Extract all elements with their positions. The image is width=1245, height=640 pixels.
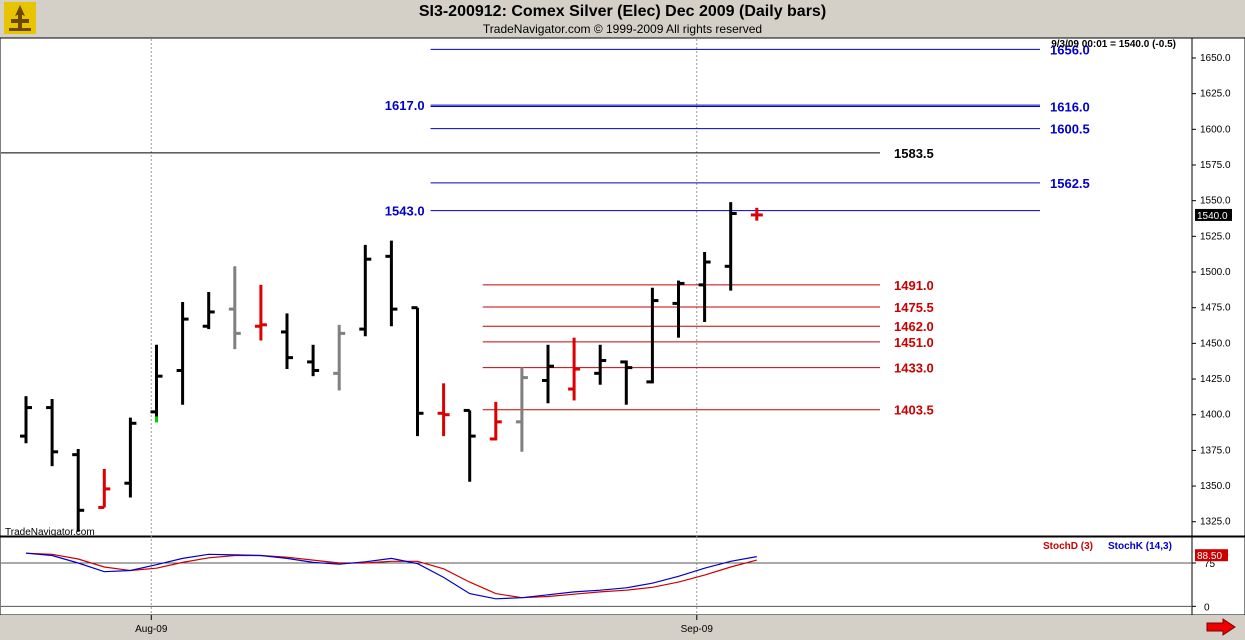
ohlc-bar [20, 396, 32, 444]
info-readout: 9/3/09 00:01 = 1540.0 (-0.5) [1051, 39, 1176, 50]
price-tick-label: 1400.0 [1200, 410, 1231, 421]
grid-layer [150, 39, 698, 615]
ohlc-bar [568, 337, 581, 401]
ohlc-bar [437, 383, 450, 437]
level-label: 1475.5 [894, 300, 934, 315]
ohlc-bar [254, 284, 267, 341]
ohlc-bar [411, 306, 424, 437]
chart-subtitle: TradeNavigator.com © 1999-2009 All right… [482, 22, 763, 36]
price-tick-label: 1500.0 [1200, 267, 1231, 278]
price-tick-label: 1625.0 [1200, 89, 1231, 100]
stoch-current-label: 88.50 [1197, 551, 1222, 562]
stochastic-axis-panel [1191, 536, 1245, 616]
ohlc-bar [489, 401, 502, 441]
stoch-d-legend: StochD (3) [1043, 541, 1093, 552]
ohlc-bar [620, 360, 633, 405]
price-tick-label: 1550.0 [1200, 196, 1231, 207]
level-label-left: 1617.0 [385, 98, 425, 113]
price-tick-label: 1325.0 [1200, 517, 1231, 528]
price-tick-label: 1525.0 [1200, 231, 1231, 242]
price-tick-label: 1575.0 [1200, 160, 1231, 171]
stoch-k-line [25, 552, 757, 600]
chart-header: SI3-200912: Comex Silver (Elec) Dec 2009… [0, 0, 1245, 38]
price-axis-panel [1191, 37, 1245, 537]
stoch-tick-label: 75 [1204, 559, 1216, 570]
stoch-current-box [1195, 549, 1228, 562]
level-label: 1433.0 [894, 361, 934, 376]
ohlc-bar [176, 301, 189, 405]
chart-title: SI3-200912: Comex Silver (Elec) Dec 2009… [418, 3, 827, 20]
ohlc-bar [515, 367, 528, 452]
price-tick-label: 1600.0 [1200, 124, 1231, 135]
ohlc-bar [698, 252, 711, 322]
tradenavigator-logo-icon [4, 2, 36, 34]
price-tick-label: 1375.0 [1200, 445, 1231, 456]
ohlc-bar [281, 313, 293, 370]
ohlc-bar [594, 344, 607, 385]
ohlc-bar [202, 291, 215, 330]
date-tick-label: Aug-09 [135, 624, 168, 635]
ohlc-bar [750, 207, 763, 221]
level-label: 1462.0 [894, 319, 934, 334]
level-label: 1491.0 [894, 278, 934, 293]
scroll-right-arrow-icon[interactable] [1205, 618, 1237, 636]
stochastic-panel [0, 536, 1193, 616]
ohlc-bar [646, 287, 659, 384]
stoch-d-line [25, 552, 757, 599]
date-tick-label: Sep-09 [681, 624, 714, 635]
level-label: 1403.5 [894, 403, 934, 418]
bars-layer [20, 202, 763, 532]
level-label: 1656.0 [1050, 42, 1090, 57]
ohlc-bar [307, 344, 320, 377]
date-axis-panel [0, 615, 1245, 640]
level-label: 1616.0 [1050, 99, 1090, 114]
ohlc-bar [98, 468, 111, 509]
ohlc-bar [46, 399, 59, 467]
ohlc-bar [359, 244, 372, 337]
ohlc-bar [542, 344, 554, 404]
level-label: 1451.0 [894, 335, 934, 350]
levels-layer: 1656.0 1616.0 1617.0 1600.5 1583.5 1562.5 1543… [1, 42, 1090, 418]
ohlc-bar [124, 417, 137, 498]
ohlc-bar [150, 344, 163, 423]
price-tick-label: 1425.0 [1200, 374, 1231, 385]
ohlc-bar [228, 266, 241, 350]
level-label: 1562.5 [1050, 176, 1090, 191]
stoch-k-legend: StochK (14,3) [1108, 541, 1172, 552]
watermark: TradeNavigator.com [5, 527, 95, 538]
current-price-label: 1540.0 [1197, 211, 1228, 222]
stoch-tick-label: 0 [1204, 602, 1210, 613]
price-tick-label: 1650.0 [1200, 53, 1231, 64]
price-tick-label: 1475.0 [1200, 303, 1231, 314]
level-label: 1600.5 [1050, 122, 1090, 137]
stochastic-layer: 75 0 StochD (3) StochK (14,3) 88.50 [1, 541, 1228, 613]
level-label: 1583.5 [894, 146, 934, 161]
axis-layer: Aug-09 Sep-09 1650.0 1625.0 1600.0 1575.0 1550… [135, 53, 1232, 635]
current-price-box [1195, 208, 1232, 221]
price-tick-label: 1350.0 [1200, 481, 1231, 492]
ohlc-bar [72, 448, 85, 532]
price-panel [0, 37, 1193, 537]
ohlc-bar [463, 408, 476, 482]
ohlc-bar [672, 280, 685, 338]
price-tick-label: 1450.0 [1200, 338, 1231, 349]
ohlc-bar [333, 324, 346, 391]
ohlc-bar [385, 240, 398, 327]
level-label-left: 1543.0 [385, 204, 425, 219]
ohlc-bar [724, 202, 737, 291]
